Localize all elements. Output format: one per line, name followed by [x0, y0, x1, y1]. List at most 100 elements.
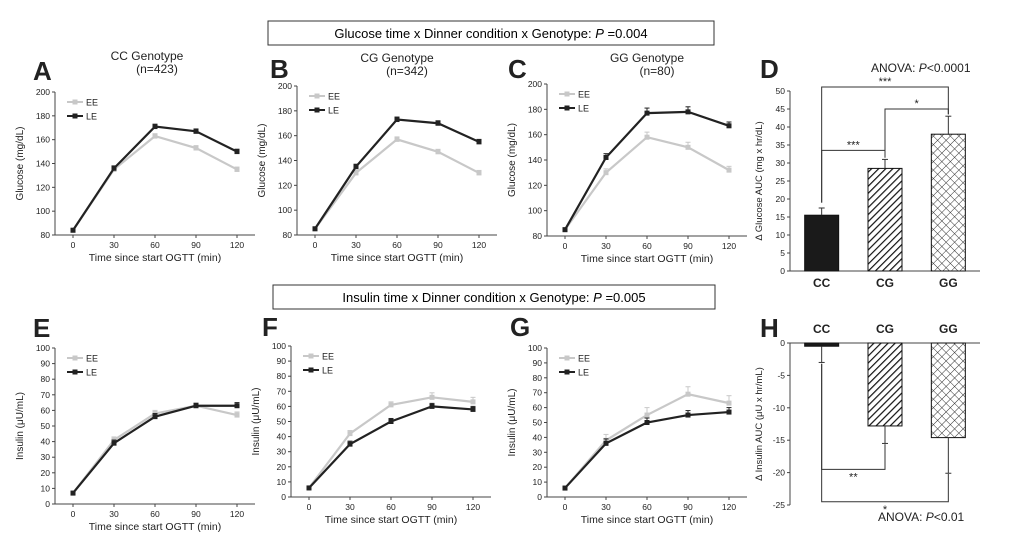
x-tick-label: 120 [230, 240, 244, 250]
series-LE: LE [67, 368, 240, 496]
x-tick-label: 0 [71, 240, 76, 250]
legend-marker [72, 99, 78, 105]
y-tick-label: 60 [277, 401, 287, 411]
legend-marker [308, 353, 314, 359]
significance-label: * [915, 98, 920, 110]
x-tick-label: 30 [109, 509, 119, 519]
y-tick-label: 100 [36, 206, 50, 216]
legend-marker [308, 367, 314, 373]
x-tick-label: 90 [433, 240, 443, 250]
x-tick-label: 30 [601, 241, 611, 251]
y-tick-label: 30 [41, 452, 51, 462]
panel-letter: F [262, 312, 278, 342]
legend-label: LE [322, 366, 333, 376]
y-tick-label: 140 [528, 155, 542, 165]
y-tick-label: -20 [773, 468, 786, 478]
data-point [435, 149, 441, 155]
x-tick-label: 0 [563, 502, 568, 512]
data-point [726, 123, 732, 129]
svg-text:Insulin time x Dinner conditio: Insulin time x Dinner condition x Genoty… [342, 290, 645, 305]
data-point [152, 133, 158, 139]
panel-subtitle: (n=80) [639, 64, 674, 78]
category-label: GG [939, 322, 958, 336]
y-tick-label: 0 [281, 492, 286, 502]
y-tick-label: 80 [283, 230, 293, 240]
y-tick-label: 160 [36, 135, 50, 145]
significance-label: *** [879, 76, 893, 88]
y-axis-label: Glucose (mg/dL) [257, 124, 268, 198]
data-point [429, 394, 435, 400]
y-tick-label: 5 [780, 248, 785, 258]
data-point [603, 440, 609, 446]
y-axis-label: Glucose (mg/dL) [507, 123, 518, 197]
panel-subtitle: (n=342) [386, 64, 428, 78]
data-point [562, 227, 568, 233]
significance-label: ** [849, 471, 858, 483]
data-point [347, 441, 353, 447]
y-tick-label: 0 [537, 492, 542, 502]
y-tick-label: 25 [776, 176, 786, 186]
x-axis-label: Time since start OGTT (min) [89, 521, 221, 533]
x-axis-label: Time since start OGTT (min) [581, 514, 713, 526]
x-tick-label: 60 [392, 240, 402, 250]
x-tick-label: 90 [683, 502, 693, 512]
x-tick-label: 60 [386, 502, 396, 512]
y-tick-label: 70 [277, 386, 287, 396]
panel-H: H ANOVA: P<0.01 0 -5 -10 -15 -20 -25 Δ Insulin A… [754, 313, 980, 524]
y-tick-label: 200 [36, 87, 50, 97]
data-point [152, 414, 158, 420]
anova-label: ANOVA: P<0.0001 [871, 61, 971, 75]
legend-marker [564, 369, 570, 375]
y-tick-label: -25 [773, 500, 786, 510]
data-point [152, 124, 158, 130]
panel-D: D ANOVA: P<0.0001 0 5 10 15 20 25 30 35 40 45 50 Δ Gl… [754, 54, 980, 290]
y-tick-label: 30 [277, 447, 287, 457]
y-tick-label: 80 [533, 231, 543, 241]
category-label: CC [813, 276, 831, 290]
y-tick-label: 40 [41, 437, 51, 447]
bar-CG [867, 167, 903, 272]
legend-label: EE [322, 352, 334, 362]
data-point [644, 412, 650, 418]
x-tick-label: 120 [230, 509, 244, 519]
y-axis-label: Δ Insulin AUC (μU x hr/mL) [754, 367, 765, 481]
legend-marker [314, 107, 320, 113]
series-line [564, 110, 730, 231]
significance-label: *** [847, 139, 861, 151]
x-tick-label: 90 [191, 509, 201, 519]
legend-label: LE [86, 112, 97, 122]
legend-label: EE [328, 92, 340, 102]
category-label: GG [939, 276, 958, 290]
legend-marker [72, 113, 78, 119]
data-point [70, 227, 76, 233]
insulin-banner-value: =0.005 [602, 290, 646, 305]
legend-marker [564, 105, 570, 111]
y-tick-label: 90 [533, 358, 543, 368]
x-tick-label: 60 [150, 240, 160, 250]
significance-bracket [884, 108, 949, 158]
x-tick-label: 30 [351, 240, 361, 250]
data-point [429, 403, 435, 409]
panel-G: G 0 10 20 30 40 50 60 70 80 90 100 0 30 60 90 120 Time si… [507, 312, 747, 526]
legend-marker [564, 355, 570, 361]
y-tick-label: 180 [278, 106, 292, 116]
data-point [306, 485, 312, 491]
data-point [726, 167, 732, 173]
y-axis-label: Insulin (μU/mL) [251, 388, 262, 456]
y-tick-label: 80 [533, 373, 543, 383]
y-tick-label: 90 [41, 359, 51, 369]
glucose-banner-value: =0.004 [604, 26, 648, 41]
data-point [388, 419, 394, 424]
y-tick-label: 140 [36, 159, 50, 169]
y-tick-label: 180 [528, 104, 542, 114]
series-line [72, 125, 238, 231]
data-point [562, 485, 568, 491]
x-tick-label: 0 [563, 241, 568, 251]
legend-label: EE [578, 354, 590, 364]
panel-title: CG Genotype [360, 51, 434, 65]
data-point [353, 170, 359, 176]
y-tick-label: 50 [277, 417, 287, 427]
x-axis-label: Time since start OGTT (min) [331, 252, 463, 264]
significance-bracket [821, 149, 886, 203]
